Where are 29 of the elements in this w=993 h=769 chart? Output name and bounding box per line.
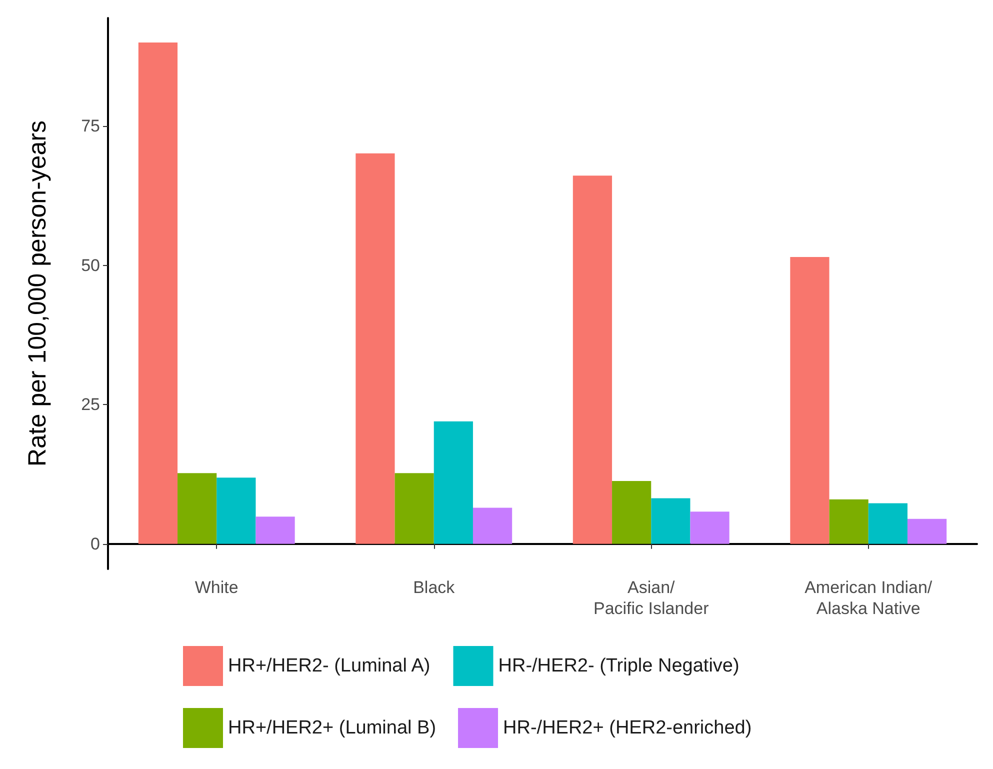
bar — [356, 153, 395, 544]
y-tick-label: 50 — [81, 256, 100, 275]
bar — [434, 421, 473, 544]
bar — [829, 499, 868, 544]
bar — [216, 478, 256, 544]
y-tick-label: 25 — [81, 395, 100, 414]
x-tick-label: Asian/ Pacific Islander — [593, 578, 710, 618]
bar — [394, 473, 434, 544]
x-tick-label: American Indian/ Alaska Native — [804, 578, 932, 618]
legend-label: HR-/HER2+ (HER2-enriched) — [503, 718, 752, 738]
bar — [790, 257, 830, 544]
x-tick-label: Black — [413, 578, 456, 597]
bar — [907, 518, 947, 544]
bar — [572, 176, 612, 544]
legend-label: HR+/HER2+ (Luminal B) — [228, 718, 436, 738]
y-tick-label: 0 — [90, 534, 100, 554]
bar — [690, 512, 730, 544]
bar — [256, 516, 295, 544]
legend-label: HR+/HER2- (Luminal A) — [228, 656, 430, 676]
bar — [472, 508, 512, 544]
y-tick-label: 75 — [81, 116, 100, 136]
bar — [138, 42, 178, 544]
bar — [612, 480, 652, 544]
legend-label: HR-/HER2- (Triple Negative) — [498, 656, 740, 676]
x-tick-label: White — [194, 578, 238, 597]
bar — [178, 473, 217, 544]
bar — [868, 503, 908, 544]
bar — [651, 498, 690, 544]
y-axis-title: Rate per 100,000 person-years — [24, 120, 52, 467]
